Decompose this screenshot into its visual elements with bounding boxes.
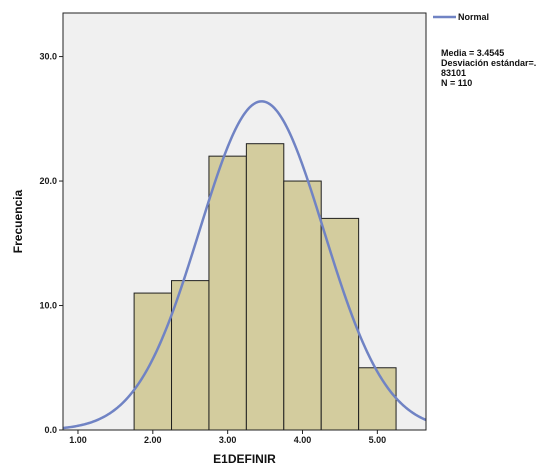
plot-frame: [62, 12, 427, 431]
stat-sd-value: 83101: [441, 68, 467, 78]
stat-sd-label: Desviación estándar=.: [441, 58, 537, 68]
bars-layer: [133, 143, 397, 431]
x-axis: 1.00 2.00 3.00 4.00 5.00: [69, 430, 386, 445]
y-axis-title: Frecuencia: [11, 189, 25, 253]
histogram-bar-4: [245, 143, 285, 431]
y-tick-label-4: 30.0: [39, 52, 57, 62]
y-tick-label-3: 20.0: [39, 176, 57, 186]
histogram-bar-6: [320, 217, 360, 431]
y-tick-label-2: 10.0: [39, 301, 57, 311]
x-tick-label-1: 1.00: [69, 435, 87, 445]
y-axis: 0.0 10.0 20.0 30.0: [39, 52, 63, 435]
normal-curve: [62, 100, 427, 430]
histogram-bar-2: [171, 280, 210, 431]
x-tick-label-5: 5.00: [369, 435, 387, 445]
x-axis-title: E1DEFINIR: [213, 452, 276, 466]
x-tick-label-3: 3.00: [219, 435, 237, 445]
legend-normal-label: Normal: [458, 12, 489, 22]
statistics-box: Media = 3.4545 Desviación estándar=. 831…: [441, 48, 536, 88]
x-tick-label-2: 2.00: [144, 435, 162, 445]
histogram-bar-3: [208, 155, 247, 431]
histogram-bar-7: [358, 367, 397, 431]
histogram-bar-5: [283, 180, 322, 431]
x-tick-label-4: 4.00: [294, 435, 312, 445]
stat-mean: Media = 3.4545: [441, 48, 505, 58]
y-tick-label-1: 0.0: [44, 425, 57, 435]
stat-n: N = 110: [441, 78, 473, 88]
